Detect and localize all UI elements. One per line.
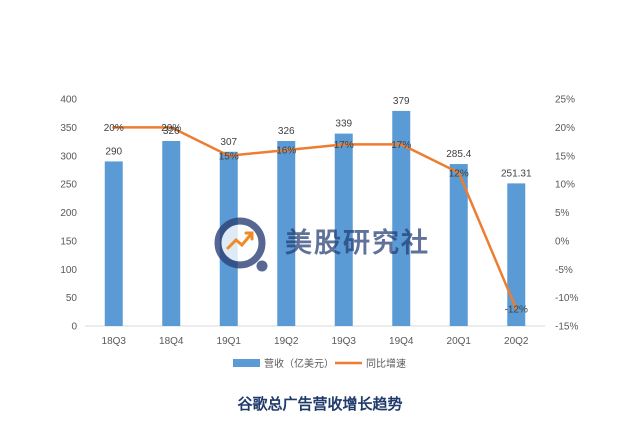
y-left-tick-label: 100 (60, 265, 77, 276)
revenue-value-label: 290 (105, 146, 122, 157)
y-left-tick-label: 150 (60, 236, 77, 247)
y-right-tick-label: -10% (555, 293, 578, 304)
y-left-tick-label: 50 (66, 293, 78, 304)
x-tick-label: 20Q1 (447, 336, 472, 347)
revenue-value-label: 251.31 (501, 168, 532, 179)
revenue-bar (277, 140, 296, 326)
chart-title: 谷歌总广告营收增长趋势 (237, 395, 402, 413)
x-tick-label: 20Q2 (504, 336, 529, 347)
growth-point (342, 142, 346, 146)
growth-value-label: 17% (391, 140, 411, 151)
growth-point (227, 154, 231, 158)
growth-value-label: 20% (104, 123, 124, 134)
revenue-bar (392, 110, 411, 326)
revenue-value-label: 379 (393, 96, 410, 107)
x-tick-label: 19Q3 (332, 336, 357, 347)
watermark-logo-icon (214, 217, 268, 272)
revenue-bar (449, 164, 468, 326)
x-tick-label: 18Q4 (159, 336, 184, 347)
bars (104, 110, 526, 326)
growth-value-label: 15% (219, 151, 239, 162)
y-left-tick-label: 250 (60, 180, 77, 191)
revenue-value-label: 285.4 (446, 149, 471, 160)
watermark-text: 美股研究社 (285, 227, 430, 259)
growth-point (399, 142, 403, 146)
y-right-tick-label: 20% (555, 123, 575, 134)
growth-value-label: -12% (505, 304, 528, 315)
data-labels: 290 326 307 326 339 379 285.4 251.31 20% 20% 15% 16… (104, 96, 532, 316)
legend-swatch-revenue (233, 359, 260, 367)
legend: 营收（亿美元） 同比增速 (233, 357, 406, 370)
y-right-tick-label: 15% (555, 151, 575, 162)
y-right-tick-label: -15% (555, 322, 578, 333)
x-tick-label: 18Q3 (102, 336, 127, 347)
y-right-tick-label: 5% (555, 208, 570, 219)
y-left-tick-label: 200 (60, 208, 77, 219)
legend-label-growth: 同比增速 (366, 357, 406, 370)
axes: 0 50 100 150 200 250 300 350 400 -15% -10% -5% 0% 5% 1… (60, 95, 578, 348)
y-right-tick-label: 25% (555, 95, 575, 106)
y-right-tick-label: -5% (555, 265, 573, 276)
growth-point (457, 171, 461, 175)
y-right-tick-label: 10% (555, 180, 575, 191)
growth-value-label: 20% (161, 123, 181, 134)
growth-value-label: 17% (334, 140, 354, 151)
growth-value-label: 16% (276, 146, 296, 157)
growth-point (112, 125, 116, 129)
watermark: 美股研究社 (214, 217, 430, 272)
y-left-tick-label: 300 (60, 151, 77, 162)
legend-label-revenue: 营收（亿美元） (264, 357, 334, 370)
revenue-value-label: 326 (278, 126, 295, 137)
growth-line (113, 126, 518, 310)
growth-value-label: 12% (449, 168, 469, 179)
revenue-bar (334, 133, 353, 326)
y-left-tick-label: 400 (60, 95, 77, 106)
growth-line-group (112, 125, 518, 311)
revenue-value-label: 339 (335, 119, 352, 130)
revenue-value-label: 307 (220, 137, 237, 148)
revenue-bar (507, 183, 526, 326)
growth-point (514, 307, 518, 311)
revenue-bar (162, 140, 181, 326)
x-tick-label: 19Q1 (217, 336, 242, 347)
x-tick-label: 19Q2 (274, 336, 299, 347)
y-left-tick-label: 0 (71, 322, 77, 333)
x-tick-label: 19Q4 (389, 336, 414, 347)
revenue-bar (104, 161, 123, 326)
y-left-tick-label: 350 (60, 123, 77, 134)
growth-point (284, 148, 288, 152)
growth-point (169, 125, 173, 129)
revenue-value-label: 326 (163, 126, 180, 137)
y-right-tick-label: 0% (555, 236, 570, 247)
